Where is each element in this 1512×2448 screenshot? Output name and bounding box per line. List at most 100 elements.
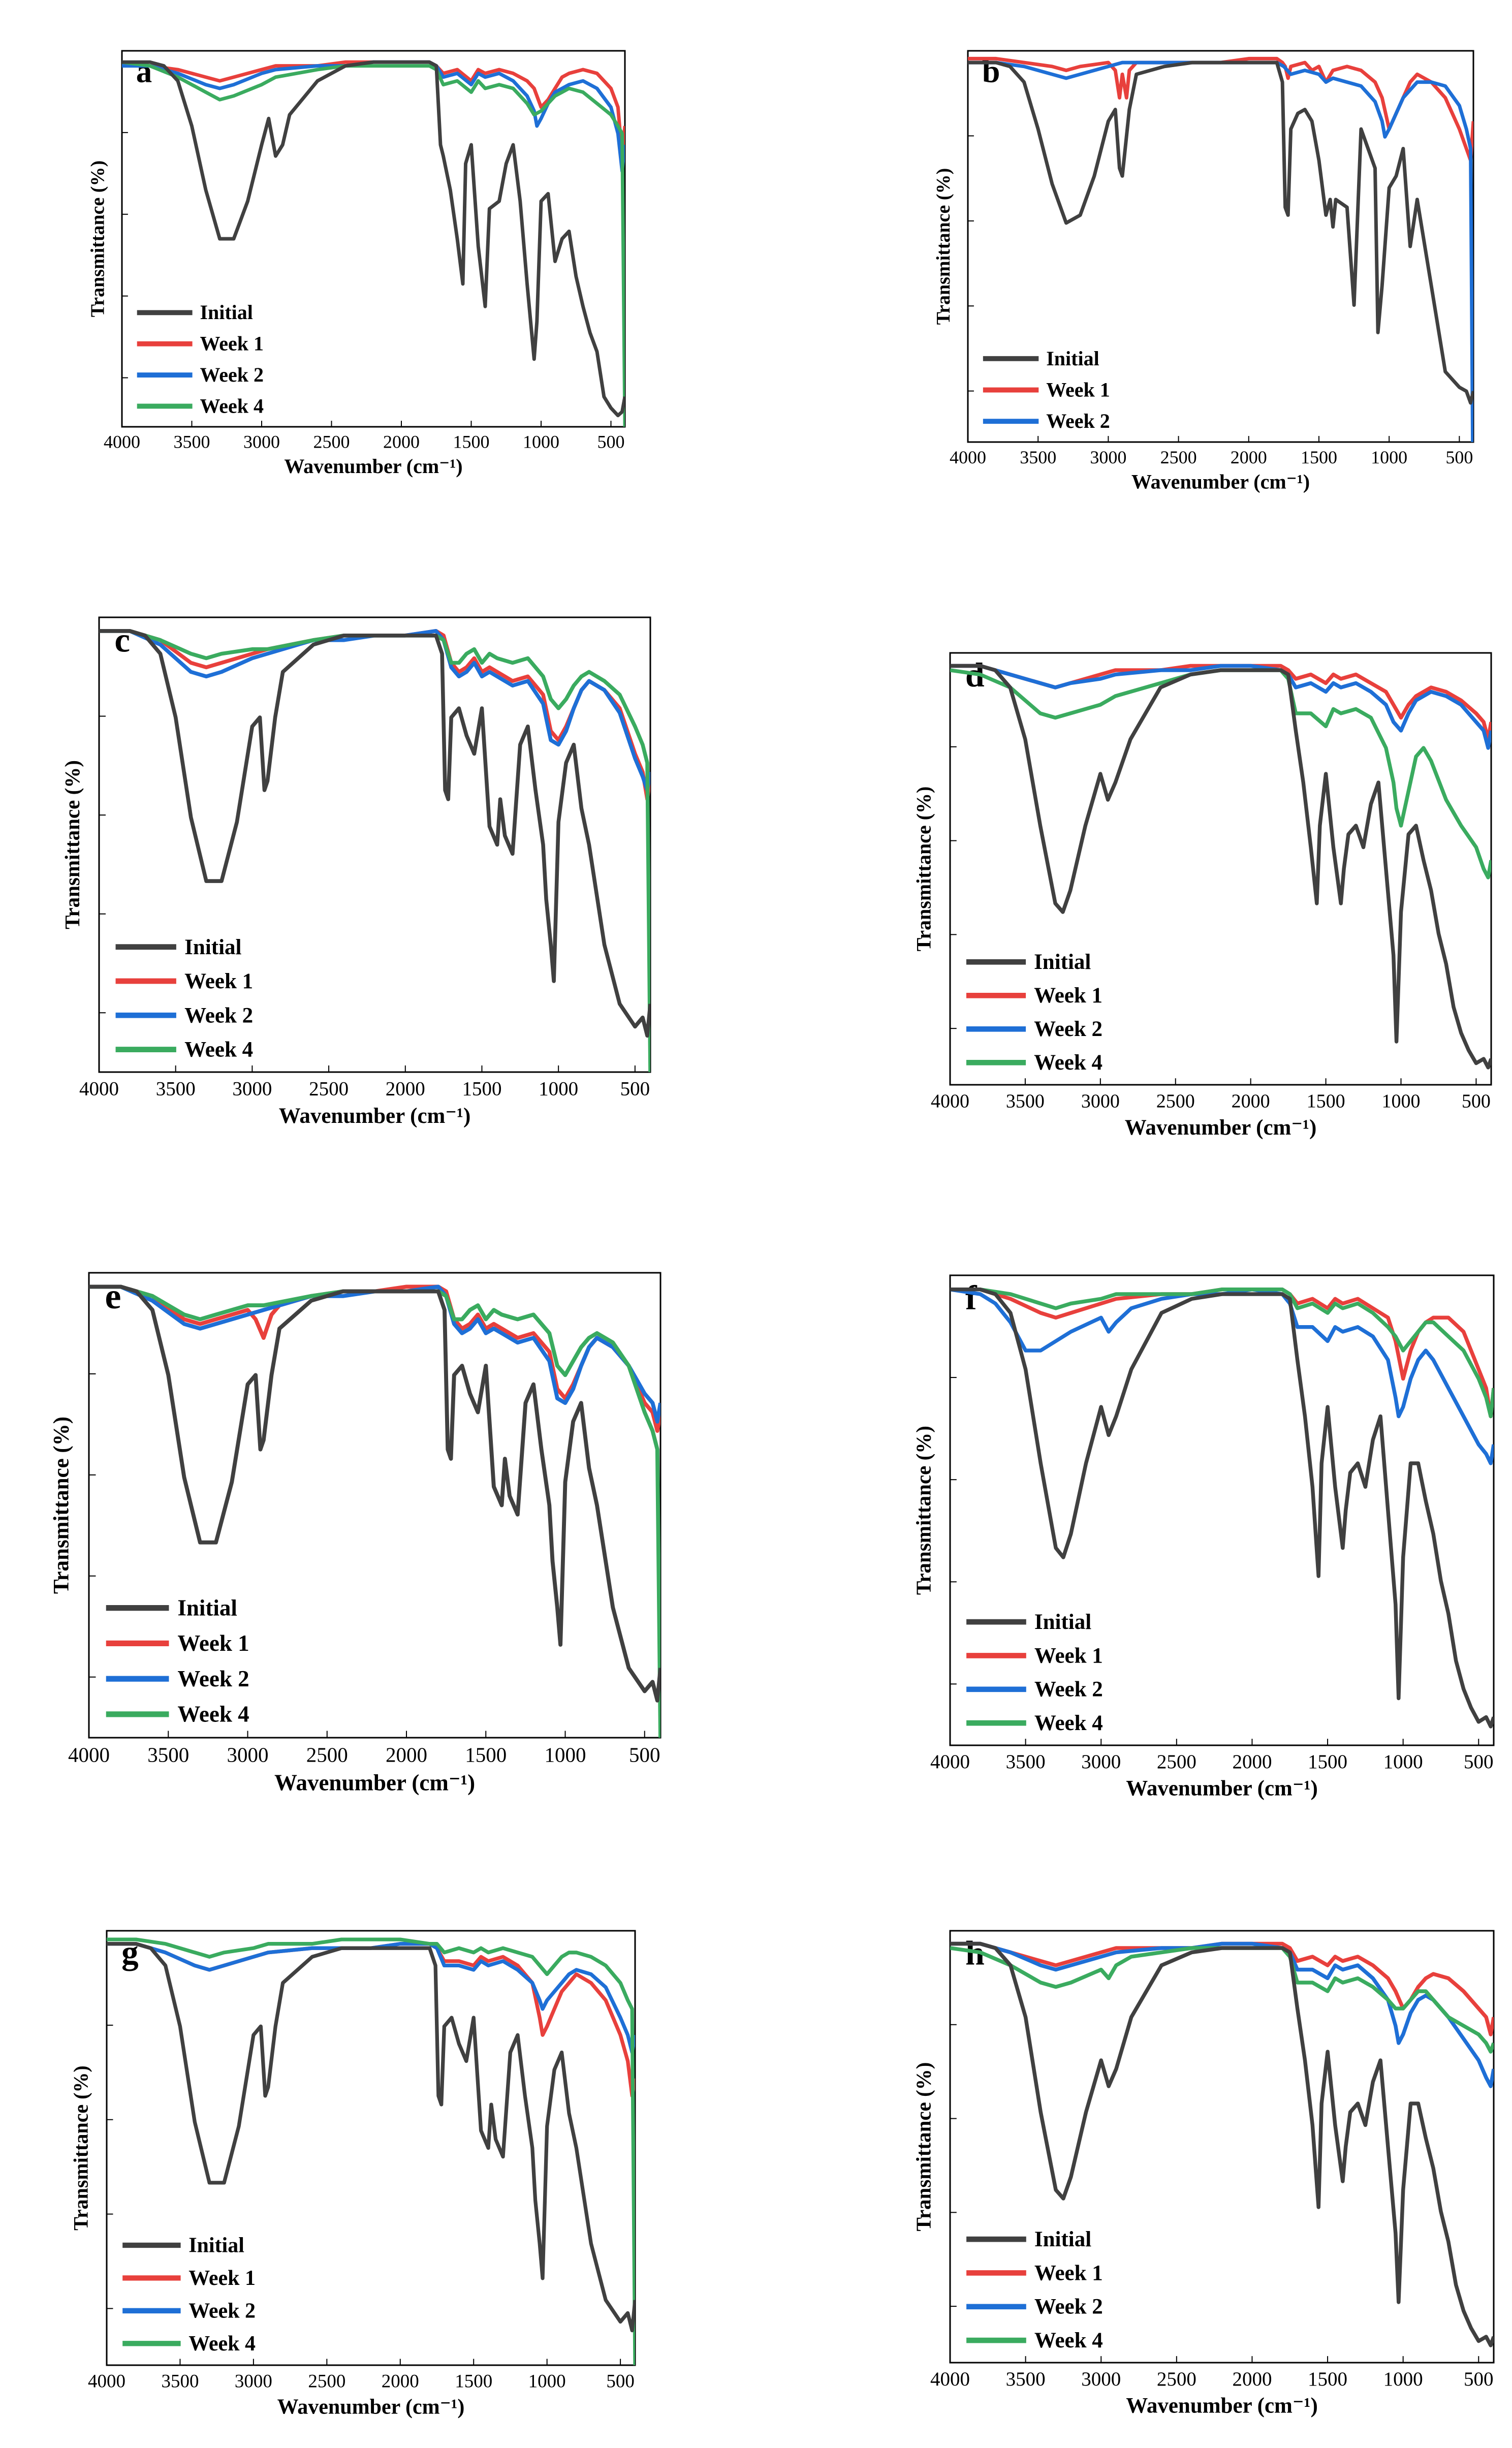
legend-label: Week 4 — [184, 1038, 253, 1062]
series-line-week-2 — [950, 1288, 1494, 1465]
panel-b: 4000 3500 3000 2500 2000 1500 1000 500 Wavenumbe… — [933, 50, 1474, 493]
x-tick-label: 2500 — [309, 1078, 349, 1100]
legend-label: Week 2 — [1034, 2295, 1103, 2319]
x-tick-label: 4000 — [930, 2368, 970, 2390]
legend-label: Week 1 — [1034, 984, 1102, 1008]
legend-label: Week 2 — [188, 2299, 256, 2323]
x-axis-title: Wavenumber (cm⁻¹) — [279, 1104, 471, 1128]
series-line-initial — [89, 1284, 660, 1703]
series-line-week-1 — [950, 664, 1491, 741]
x-tick-label: 2000 — [382, 2371, 419, 2392]
panel-a: 4000 3500 3000 2500 2000 1500 1000 500 Wavenumbe… — [87, 50, 626, 478]
x-axis-title: Wavenumber (cm⁻¹) — [277, 2396, 465, 2419]
panel-letter: f — [965, 1278, 978, 1316]
x-tick-label: 3000 — [227, 1743, 269, 1766]
x-tick-label: 500 — [629, 1743, 660, 1766]
series-line-week-2 — [99, 629, 650, 792]
series-line-week-2 — [950, 664, 1491, 750]
series-line-week-4 — [107, 1937, 635, 2365]
x-axis-title: Wavenumber (cm⁻¹) — [1126, 2394, 1318, 2418]
y-axis-title: Transmittance (%) — [60, 760, 84, 929]
series-line-initial — [99, 629, 650, 1038]
x-tick-label: 3000 — [1081, 2368, 1121, 2390]
x-tick-label: 3000 — [232, 1078, 272, 1100]
plot-frame — [967, 50, 1474, 443]
series-line-week-4 — [950, 1946, 1494, 2054]
series-line-week-4 — [89, 1284, 660, 1738]
x-tick-label: 1000 — [528, 2371, 566, 2392]
x-tick-label: 500 — [1464, 1751, 1494, 1773]
x-tick-label: 2500 — [1157, 1751, 1196, 1773]
panel-e: 4000 3500 3000 2500 2000 1500 1000 500 Wavenumbe… — [50, 1272, 662, 1796]
series-line-initial — [107, 1942, 635, 2333]
series-line-week-1 — [122, 60, 625, 158]
x-tick-label: 1500 — [455, 2371, 492, 2392]
series-line-week-4 — [99, 629, 650, 1072]
series-line-week-4 — [950, 668, 1491, 880]
panel-d: 4000 3500 3000 2500 2000 1500 1000 500 Wavenumbe… — [912, 652, 1492, 1140]
x-axis-title: Wavenumber (cm⁻¹) — [1126, 1776, 1318, 1800]
series-line-week-2 — [89, 1284, 660, 1424]
legend-label: Initial — [188, 2234, 244, 2257]
legend-label: Initial — [1034, 2227, 1091, 2251]
legend-label: Week 2 — [200, 363, 264, 386]
panel-letter: e — [105, 1276, 121, 1316]
series-line-week-1 — [968, 56, 1473, 163]
x-tick-label: 2500 — [1157, 2368, 1196, 2390]
x-tick-label: 2500 — [308, 2371, 345, 2392]
x-tick-label: 2000 — [1231, 447, 1267, 467]
legend-label: Initial — [1046, 347, 1099, 370]
series-line-week-2 — [107, 1942, 635, 2055]
x-tick-label: 500 — [1462, 1091, 1491, 1112]
x-tick-label: 4000 — [950, 447, 986, 467]
x-tick-label: 3500 — [1006, 2368, 1046, 2390]
plot-frame — [949, 1274, 1495, 1746]
legend-label: Initial — [1034, 1610, 1091, 1634]
panel-c: 4000 3500 3000 2500 2000 1500 1000 500 Wavenumbe… — [60, 616, 651, 1128]
x-tick-label: 1500 — [462, 1078, 501, 1100]
y-axis-title: Transmittance (%) — [87, 161, 108, 318]
panel-h: 4000 3500 3000 2500 2000 1500 1000 500 Wavenumbe… — [911, 1930, 1495, 2418]
legend-label: Week 4 — [1034, 2329, 1103, 2352]
x-tick-label: 1500 — [453, 432, 490, 452]
x-tick-label: 1500 — [1308, 2368, 1347, 2390]
x-tick-label: 4000 — [68, 1743, 110, 1766]
x-tick-label: 3000 — [1090, 447, 1126, 467]
series-line-initial — [950, 1288, 1494, 1729]
series-line-week-1 — [950, 1941, 1494, 2036]
x-tick-label: 3500 — [1006, 1751, 1046, 1773]
legend-label: Week 2 — [177, 1666, 249, 1691]
y-axis-title: Transmittance (%) — [50, 1417, 74, 1594]
x-tick-label: 1000 — [1382, 1091, 1421, 1112]
x-tick-label: 1000 — [545, 1743, 586, 1766]
panel-g: 4000 3500 3000 2500 2000 1500 1000 500 Wavenumbe… — [70, 1930, 636, 2419]
x-tick-label: 500 — [1464, 2368, 1494, 2390]
x-axis-title: Wavenumber (cm⁻¹) — [284, 455, 462, 478]
plot-frame — [88, 1272, 662, 1739]
legend-label: Week 4 — [1034, 1711, 1103, 1735]
legend-label: Week 2 — [1034, 1678, 1103, 1702]
y-axis-title: Transmittance (%) — [912, 787, 935, 952]
x-tick-label: 2500 — [306, 1743, 348, 1766]
x-tick-label: 2000 — [1232, 2368, 1272, 2390]
legend-label: Week 1 — [1034, 1644, 1103, 1668]
legend-label: Initial — [200, 301, 253, 324]
plot-frame — [949, 652, 1492, 1086]
y-axis-title: Transmittance (%) — [911, 2062, 935, 2232]
x-tick-label: 2500 — [1160, 447, 1197, 467]
x-tick-label: 3000 — [1081, 1751, 1121, 1773]
x-tick-label: 3000 — [1081, 1091, 1120, 1112]
y-axis-title: Transmittance (%) — [911, 1426, 935, 1595]
legend-label: Initial — [1034, 950, 1091, 974]
x-axis-title: Wavenumber (cm⁻¹) — [274, 1770, 475, 1796]
x-tick-label: 2500 — [313, 432, 350, 452]
x-tick-label: 1500 — [1308, 1751, 1347, 1773]
x-tick-label: 2000 — [383, 432, 420, 452]
x-tick-label: 2000 — [1232, 1751, 1272, 1773]
x-tick-label: 500 — [620, 1078, 650, 1100]
series-line-initial — [950, 1941, 1494, 2347]
y-axis-title: Transmittance (%) — [933, 168, 954, 325]
x-tick-label: 3000 — [235, 2371, 272, 2392]
x-tick-label: 1000 — [523, 432, 559, 452]
x-tick-label: 4000 — [931, 1091, 969, 1112]
